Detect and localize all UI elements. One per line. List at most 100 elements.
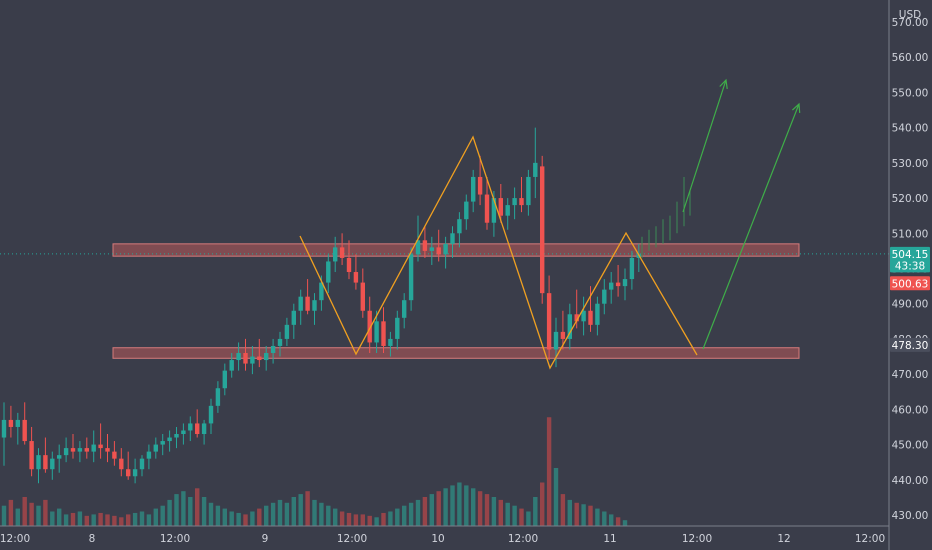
price-tick-label: 520.00 <box>892 193 929 205</box>
candle <box>257 338 262 368</box>
candle <box>36 448 41 484</box>
candle <box>305 279 310 315</box>
volume-bar <box>305 491 310 526</box>
volume-bar <box>326 505 331 526</box>
candle <box>188 416 193 442</box>
candle <box>291 303 296 339</box>
candle-body <box>298 296 303 311</box>
candle-body <box>553 331 559 350</box>
candle <box>208 398 214 435</box>
volume-bar <box>63 514 69 526</box>
candle-body <box>429 247 434 251</box>
candle-body <box>581 310 586 322</box>
price-badge-label: 478.30 <box>892 340 929 352</box>
price-tick-label: 510.00 <box>892 228 929 240</box>
time-axis[interactable]: 12:00 8 12:00 9 12:00 10 12:00 11 12:00 12 12:00 <box>0 533 885 545</box>
price-axis-background[interactable] <box>889 0 932 550</box>
price-tick-label: 470.00 <box>892 369 929 381</box>
candle <box>395 310 400 350</box>
time-tick-label: 12:00 <box>337 533 367 545</box>
candle <box>215 381 221 413</box>
candle-body <box>167 437 172 442</box>
volume-bar <box>450 485 455 526</box>
candle-body <box>264 353 269 361</box>
volume-bar <box>229 511 234 526</box>
volume-bar <box>250 511 255 526</box>
volume-bar <box>84 515 89 526</box>
candle-body <box>540 166 545 294</box>
candle-body <box>126 469 131 477</box>
candle <box>77 441 83 463</box>
volume-bar <box>126 514 131 526</box>
candle <box>408 247 414 311</box>
candle-body <box>567 314 572 339</box>
candle-body <box>602 289 607 304</box>
volume-bar <box>333 508 338 526</box>
volume-bar <box>312 499 317 526</box>
candle-body <box>305 296 310 311</box>
candle-body <box>215 388 221 406</box>
candle-body <box>319 282 324 301</box>
volume-bar <box>622 520 628 526</box>
time-tick-label: 10 <box>431 533 444 545</box>
price-badge: 478.30 <box>890 337 930 352</box>
candle <box>167 430 172 452</box>
candle-body <box>277 338 283 346</box>
candle <box>533 127 538 199</box>
candle <box>22 402 27 445</box>
candle <box>512 187 517 220</box>
candle <box>526 169 531 216</box>
price-tick-label: 430.00 <box>892 510 929 522</box>
candle-body <box>174 434 179 438</box>
price-zone <box>112 243 800 257</box>
candle-body <box>146 451 152 459</box>
candle <box>484 176 490 230</box>
candle <box>50 451 55 480</box>
candle-body <box>471 176 476 202</box>
candle-body <box>457 219 462 234</box>
price-badge-bg <box>890 337 930 352</box>
volume-bar <box>457 482 462 526</box>
volume-bar <box>195 488 200 526</box>
candle-body <box>181 430 186 435</box>
candle-body <box>346 257 352 273</box>
candle <box>277 331 283 357</box>
candle-body <box>464 201 469 220</box>
candle <box>91 430 96 463</box>
candle-body <box>291 310 296 325</box>
volume-bar <box>1 505 7 526</box>
volume-bar <box>105 514 110 526</box>
projection-arrows <box>682 78 801 350</box>
projection-arrow-head <box>719 78 728 89</box>
candle-body <box>201 423 207 435</box>
candle <box>457 212 462 248</box>
volume-bar <box>8 499 14 526</box>
candle <box>160 434 165 456</box>
volume-bar <box>98 512 103 526</box>
candle-body <box>560 331 566 339</box>
candle <box>443 236 448 269</box>
volume-bar <box>57 508 62 526</box>
volume-bar <box>415 499 421 526</box>
candle-body <box>284 324 290 339</box>
candle <box>450 226 455 258</box>
candle <box>540 155 545 304</box>
candle-body <box>519 198 524 206</box>
price-tick-label: 490.00 <box>892 299 929 311</box>
candle <box>146 444 152 470</box>
candle <box>105 434 110 463</box>
candle-body <box>50 458 55 470</box>
candle-body <box>333 247 338 262</box>
candle-body <box>91 444 96 452</box>
currency-label: USD <box>899 9 921 21</box>
price-badge: 504.15 <box>890 246 930 261</box>
candle-body <box>243 353 248 364</box>
candle <box>43 437 48 473</box>
candle-body <box>250 356 255 364</box>
candle-body <box>132 469 138 477</box>
volume-bar <box>153 508 158 526</box>
volume-bar <box>181 491 186 526</box>
